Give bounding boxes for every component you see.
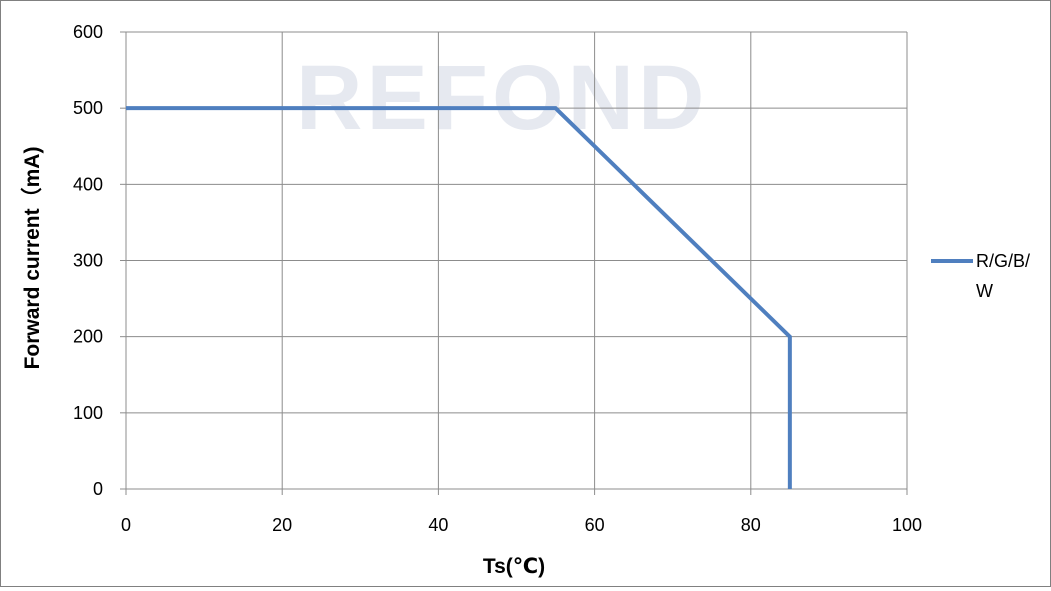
x-tick-labels: 0 20 40 60 80 100 xyxy=(121,515,922,535)
y-tick-label-100: 100 xyxy=(73,403,103,423)
x-tick-label-40: 40 xyxy=(428,515,448,535)
watermark: REFOND xyxy=(296,47,708,149)
legend-label-0: R/G/B/W xyxy=(976,251,1030,301)
y-tick-labels: 0 100 200 300 400 500 600 xyxy=(73,22,103,499)
x-axis-title: Ts(℃) xyxy=(483,555,545,578)
x-tick-label-0: 0 xyxy=(121,515,131,535)
series-line-0 xyxy=(126,106,792,489)
y-axis-title: Forward current（mA) xyxy=(20,147,44,370)
legend: R/G/B/W xyxy=(931,251,1030,301)
y-tick-label-400: 400 xyxy=(73,174,103,194)
x-tick-label-20: 20 xyxy=(272,515,292,535)
y-tick-label-0: 0 xyxy=(93,479,103,499)
watermark-text: REFOND xyxy=(296,47,708,149)
series-layer xyxy=(126,106,792,489)
x-tick-label-60: 60 xyxy=(585,515,605,535)
y-tick-label-300: 300 xyxy=(73,251,103,271)
y-tick-label-600: 600 xyxy=(73,22,103,42)
y-tick-label-500: 500 xyxy=(73,98,103,118)
x-tick-label-100: 100 xyxy=(892,515,922,535)
x-tick-label-80: 80 xyxy=(741,515,761,535)
y-tick-label-200: 200 xyxy=(73,327,103,347)
